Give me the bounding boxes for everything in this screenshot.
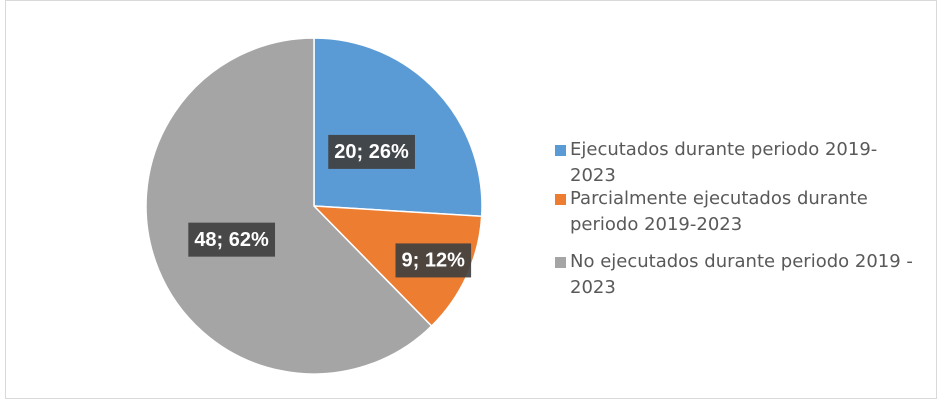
data-label-text: 9; 12% bbox=[402, 250, 466, 272]
pie-slice bbox=[145, 37, 433, 375]
pie-slice bbox=[313, 37, 483, 218]
data-label-box bbox=[188, 222, 276, 257]
legend-swatch bbox=[555, 257, 566, 268]
legend-entry: Ejecutados durante periodo 2019-2023 bbox=[570, 139, 878, 186]
data-label: 20; 26% bbox=[328, 134, 415, 169]
data-label: 9; 12% bbox=[395, 243, 472, 278]
legend-swatch bbox=[555, 145, 566, 156]
legend-swatch bbox=[555, 194, 566, 205]
legend-entry: Parcialmente ejecutados durante periodo … bbox=[570, 188, 868, 235]
data-label-box bbox=[395, 243, 472, 278]
data-label-text: 20; 26% bbox=[334, 141, 409, 163]
data-label-box bbox=[328, 134, 415, 169]
data-label-text: 48; 62% bbox=[194, 229, 269, 251]
data-label: 48; 62% bbox=[188, 222, 276, 257]
legend-entry: No ejecutados durante periodo 2019 - 202… bbox=[570, 251, 913, 298]
